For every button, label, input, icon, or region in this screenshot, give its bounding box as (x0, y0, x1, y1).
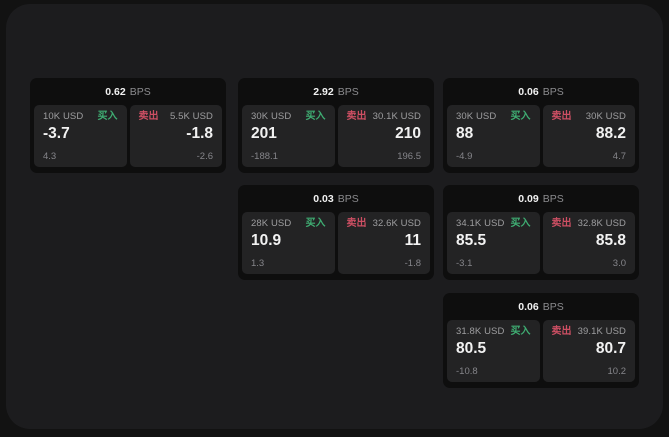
sell-side-label: 卖出 (551, 218, 572, 229)
sell-side-label: 卖出 (551, 326, 572, 337)
quote-panels: 10K USD 买入 -3.7 4.3 卖出 5.5K USD -1.8 -2.… (30, 105, 226, 167)
sell-change: -1.8 (404, 257, 421, 269)
buy-price: 85.5 (456, 232, 487, 249)
sell-side-label: 卖出 (138, 111, 159, 122)
buy-price: 80.5 (456, 340, 487, 357)
sell-price: -1.8 (186, 125, 213, 142)
buy-panel[interactable]: 30K USD 买入 88 -4.9 (447, 105, 540, 167)
buy-change: -10.8 (456, 365, 478, 377)
sell-panel[interactable]: 卖出 32.6K USD 11 -1.8 (337, 212, 430, 274)
buy-side-label: 买入 (510, 111, 531, 122)
sell-amount: 39.1K USD (577, 326, 626, 338)
spread-header: 0.09 BPS (443, 185, 639, 212)
buy-price: 88 (456, 125, 474, 142)
sell-change: 4.7 (612, 150, 626, 162)
sell-price: 11 (404, 232, 421, 249)
quote-panels: 28K USD 买入 10.9 1.3 卖出 32.6K USD 11 -1.8 (238, 212, 434, 274)
sell-amount: 30K USD (585, 111, 626, 123)
bps-unit-label: BPS (337, 192, 359, 205)
buy-panel[interactable]: 34.1K USD 买入 85.5 -3.1 (447, 212, 540, 274)
buy-amount: 30K USD (251, 111, 292, 123)
buy-change: 4.3 (43, 150, 57, 162)
spread-header: 0.06 BPS (443, 78, 639, 105)
spread-value: 0.03 (313, 192, 334, 205)
quote-card-4: 0.03 BPS 28K USD 买入 10.9 1.3 卖出 32.6K US… (238, 185, 434, 280)
buy-change: -4.9 (456, 150, 473, 162)
quote-card-5: 0.09 BPS 34.1K USD 买入 85.5 -3.1 卖出 32.8K… (443, 185, 639, 280)
sell-price: 210 (395, 125, 421, 142)
sell-panel[interactable]: 卖出 5.5K USD -1.8 -2.6 (129, 105, 222, 167)
spread-value: 0.62 (105, 85, 126, 98)
spread-value: 0.06 (518, 300, 539, 313)
quote-card-2: 2.92 BPS 30K USD 买入 201 -188.1 卖出 30.1K … (238, 78, 434, 173)
buy-change: -188.1 (251, 150, 278, 162)
spread-value: 2.92 (313, 85, 334, 98)
quote-card-1: 0.62 BPS 10K USD 买入 -3.7 4.3 卖出 5.5K USD… (30, 78, 226, 173)
buy-price: -3.7 (43, 125, 70, 142)
quote-panels: 31.8K USD 买入 80.5 -10.8 卖出 39.1K USD 80.… (443, 320, 639, 382)
spread-header: 0.06 BPS (443, 293, 639, 320)
bps-unit-label: BPS (542, 192, 564, 205)
buy-amount: 30K USD (456, 111, 497, 123)
spread-header: 0.62 BPS (30, 78, 226, 105)
bps-unit-label: BPS (542, 85, 564, 98)
spread-header: 2.92 BPS (238, 78, 434, 105)
buy-side-label: 买入 (305, 111, 326, 122)
app-window: 0.62 BPS 10K USD 买入 -3.7 4.3 卖出 5.5K USD… (6, 4, 663, 429)
quote-card-3: 0.06 BPS 30K USD 买入 88 -4.9 卖出 30K USD 8… (443, 78, 639, 173)
bps-unit-label: BPS (129, 85, 151, 98)
quote-panels: 30K USD 买入 88 -4.9 卖出 30K USD 88.2 4.7 (443, 105, 639, 167)
buy-panel[interactable]: 10K USD 买入 -3.7 4.3 (34, 105, 127, 167)
sell-amount: 32.6K USD (372, 218, 421, 230)
buy-change: 1.3 (251, 257, 265, 269)
buy-panel[interactable]: 30K USD 买入 201 -188.1 (242, 105, 335, 167)
spread-header: 0.03 BPS (238, 185, 434, 212)
sell-change: 196.5 (397, 150, 421, 162)
buy-change: -3.1 (456, 257, 473, 269)
buy-side-label: 买入 (510, 218, 531, 229)
buy-side-label: 买入 (97, 111, 118, 122)
sell-amount: 30.1K USD (372, 111, 421, 123)
quote-panels: 30K USD 买入 201 -188.1 卖出 30.1K USD 210 1… (238, 105, 434, 167)
sell-side-label: 卖出 (346, 218, 367, 229)
sell-side-label: 卖出 (551, 111, 572, 122)
spread-value: 0.09 (518, 192, 539, 205)
buy-side-label: 买入 (305, 218, 326, 229)
quote-panels: 34.1K USD 买入 85.5 -3.1 卖出 32.8K USD 85.8… (443, 212, 639, 274)
sell-panel[interactable]: 卖出 30.1K USD 210 196.5 (337, 105, 430, 167)
sell-price: 85.8 (595, 232, 626, 249)
buy-price: 10.9 (251, 232, 282, 249)
buy-amount: 10K USD (43, 111, 84, 123)
sell-price: 88.2 (595, 125, 626, 142)
sell-change: 10.2 (607, 365, 627, 377)
bps-unit-label: BPS (337, 85, 359, 98)
sell-panel[interactable]: 卖出 32.8K USD 85.8 3.0 (542, 212, 635, 274)
sell-side-label: 卖出 (346, 111, 367, 122)
sell-panel[interactable]: 卖出 30K USD 88.2 4.7 (542, 105, 635, 167)
buy-panel[interactable]: 28K USD 买入 10.9 1.3 (242, 212, 335, 274)
sell-amount: 32.8K USD (577, 218, 626, 230)
bps-unit-label: BPS (542, 300, 564, 313)
sell-amount: 5.5K USD (169, 111, 213, 123)
buy-amount: 31.8K USD (456, 326, 505, 338)
sell-price: 80.7 (595, 340, 626, 357)
buy-side-label: 买入 (510, 326, 531, 337)
buy-price: 201 (251, 125, 277, 142)
buy-amount: 28K USD (251, 218, 292, 230)
sell-change: -2.6 (196, 150, 213, 162)
sell-change: 3.0 (612, 257, 626, 269)
spread-value: 0.06 (518, 85, 539, 98)
sell-panel[interactable]: 卖出 39.1K USD 80.7 10.2 (542, 320, 635, 382)
buy-amount: 34.1K USD (456, 218, 505, 230)
buy-panel[interactable]: 31.8K USD 买入 80.5 -10.8 (447, 320, 540, 382)
quote-card-6: 0.06 BPS 31.8K USD 买入 80.5 -10.8 卖出 39.1… (443, 293, 639, 388)
